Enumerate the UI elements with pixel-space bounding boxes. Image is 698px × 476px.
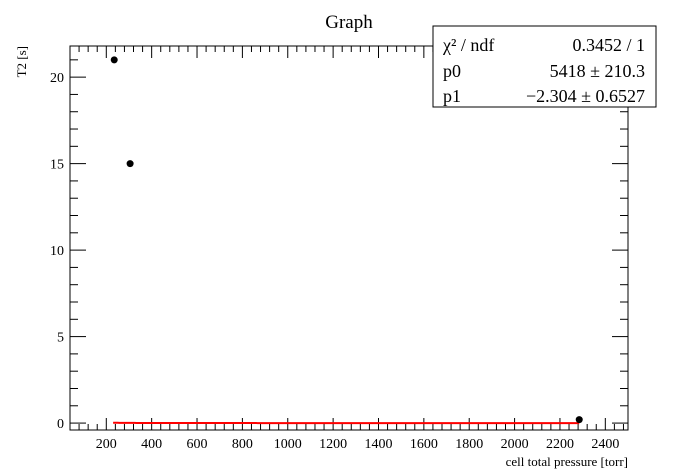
x-tick-label: 2200	[546, 437, 574, 452]
data-point	[110, 56, 118, 64]
x-tick-label: 1800	[455, 437, 483, 452]
x-tick-label: 800	[232, 437, 253, 452]
stats-box-frame	[432, 25, 657, 108]
x-tick-label: 400	[141, 437, 162, 452]
plot-frame	[69, 45, 629, 431]
data-point	[126, 160, 134, 168]
chart-title: Graph	[325, 12, 373, 33]
y-tick-label: 15	[50, 158, 64, 173]
stats-label-p0: p0	[443, 61, 461, 81]
stats-label-p1: p1	[443, 86, 461, 106]
y-axis-ticks: 0 5 10 15 20	[50, 59, 628, 432]
x-axis-label: cell total pressure [torr]	[506, 454, 628, 469]
y-tick-label: 5	[57, 331, 64, 346]
x-tick-label: 2000	[501, 437, 529, 452]
points-layer	[110, 56, 583, 424]
stats-value-chi2: 0.3452 / 1	[572, 35, 645, 55]
y-tick-label: 20	[50, 71, 64, 86]
y-tick-label: 10	[50, 244, 64, 259]
stats-label-chi2: χ² / ndf	[442, 35, 494, 55]
x-tick-label: 200	[96, 437, 117, 452]
x-tick-label: 1600	[410, 437, 438, 452]
plot-area: 200 400 600 800 1000 1200 1400 1600 1800 2000 2200…	[50, 45, 629, 452]
y-tick-label: 0	[57, 417, 64, 432]
y-axis-label: T2 [s]	[14, 46, 29, 77]
x-axis-ticks: 200 400 600 800 1000 1200 1400 1600 1800 2000 2200…	[69, 46, 624, 452]
x-tick-label: 1000	[274, 437, 302, 452]
data-point	[575, 416, 583, 424]
stats-value-p0: 5418 ± 210.3	[550, 61, 645, 81]
stats-box: χ² / ndf 0.3452 / 1 p0 5418 ± 210.3 p1 −…	[432, 25, 657, 108]
x-tick-label: 600	[187, 437, 208, 452]
x-tick-label: 2400	[591, 437, 619, 452]
stats-value-p1: −2.304 ± 0.6527	[526, 86, 645, 106]
x-tick-label: 1200	[319, 437, 347, 452]
x-tick-label: 1400	[364, 437, 392, 452]
